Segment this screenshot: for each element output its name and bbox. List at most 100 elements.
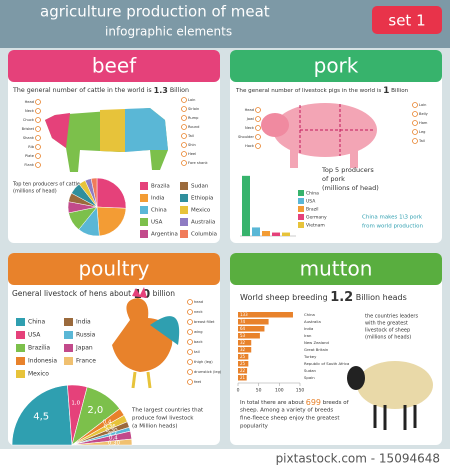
bar-label: 74 xyxy=(240,319,246,324)
fan-label: 0,4 xyxy=(103,419,112,425)
category-label: India xyxy=(304,326,313,331)
cow xyxy=(45,108,168,172)
lead: World sheep breeding 1.2 Billion heads xyxy=(240,290,407,305)
legend-label: China xyxy=(28,319,45,326)
cut-dot xyxy=(35,153,41,159)
legend-label: USA xyxy=(151,220,163,226)
lead-number: 1 xyxy=(383,86,389,96)
cut-dot xyxy=(181,151,187,157)
sheep-legs xyxy=(373,405,417,430)
lead-unit: billion xyxy=(150,289,175,298)
legend-swatch xyxy=(140,218,148,226)
rooster xyxy=(112,287,180,389)
bar xyxy=(238,354,249,360)
cut-label: Ham xyxy=(419,121,428,125)
legend-swatch xyxy=(180,230,188,238)
cut-label: Sirloin xyxy=(188,107,199,111)
text-line: China makes 1\3 pork xyxy=(362,215,423,221)
cut-label: tail xyxy=(194,350,200,354)
lead-number: 1.2 xyxy=(330,290,353,305)
legend-swatch xyxy=(16,318,25,326)
rooster-tail xyxy=(150,316,180,345)
rooster-legs xyxy=(131,371,152,389)
legend-swatch xyxy=(298,198,304,204)
cut-dot xyxy=(255,134,261,140)
cut-label: Loin xyxy=(188,98,195,102)
bar-label: 32 xyxy=(240,340,246,345)
pie-slice xyxy=(90,177,98,208)
legend-label: Germany xyxy=(306,215,327,221)
legend-swatch xyxy=(140,230,148,238)
cut-dot xyxy=(412,102,418,108)
fan-label: 2,0 xyxy=(87,405,103,416)
x-tick-label: 100 xyxy=(275,388,284,394)
legend-label: France xyxy=(76,358,96,365)
legend-swatch xyxy=(298,214,304,220)
pig-leg xyxy=(350,150,358,168)
sheep xyxy=(347,361,433,430)
cut-label: Hock xyxy=(245,144,255,148)
cut-dot xyxy=(187,309,193,315)
cut-label: Fore shank xyxy=(188,161,209,165)
sheep-body xyxy=(357,361,433,409)
text-line: (millions of heads) xyxy=(365,335,411,341)
note-part: breeds of xyxy=(321,400,350,406)
pig xyxy=(261,103,377,168)
lead-text: The general number of cattle in the worl… xyxy=(12,87,154,94)
fan-label: 0,4 xyxy=(109,436,118,442)
heading: poultry xyxy=(78,257,149,281)
cut-dot xyxy=(187,349,193,355)
legend-label: Argentina xyxy=(151,232,178,238)
text-line: with the greatest xyxy=(365,321,408,327)
legend-label: Japan xyxy=(75,345,93,352)
x-tick-label: 0 xyxy=(237,388,240,394)
legend-swatch xyxy=(16,357,25,365)
legend-swatch xyxy=(64,357,73,365)
bar xyxy=(238,340,252,346)
cut-label: Shank xyxy=(23,136,35,140)
footer: pixtastock.com - 15094648 xyxy=(276,452,440,466)
bar-label: 25 xyxy=(240,361,246,366)
legend-label: China xyxy=(151,208,167,214)
text-line: (millions of head) xyxy=(13,189,57,195)
legend-label: Brazilia xyxy=(28,345,50,352)
pig-head xyxy=(261,113,289,137)
lead-unit: Billion xyxy=(168,87,189,94)
legend-swatch xyxy=(298,190,304,196)
legend-swatch xyxy=(64,344,73,352)
bar xyxy=(238,347,252,353)
text-line: from world production xyxy=(362,224,423,230)
fan-label: 4,5 xyxy=(33,411,49,422)
cut-dot xyxy=(187,369,193,375)
text-line: Top ten producers of cattle xyxy=(12,182,80,188)
cut-dot xyxy=(412,138,418,144)
lead-number: 1.3 xyxy=(154,86,168,95)
bar xyxy=(238,375,247,381)
text-line: (millions of head) xyxy=(322,184,379,192)
fan-label: 0,30 xyxy=(105,428,118,434)
panel-header xyxy=(230,253,442,285)
legend-label: Russia xyxy=(76,332,96,339)
heading: pork xyxy=(314,54,359,78)
heading: beef xyxy=(92,54,137,78)
cut-label: Rib xyxy=(28,145,34,149)
cut-label: Chuck xyxy=(23,118,35,122)
cut-dot xyxy=(187,319,193,325)
fan-slice xyxy=(71,438,133,446)
cut-label: thigh (leg) xyxy=(194,360,213,364)
cut-dot xyxy=(181,133,187,139)
cut-label: Belly xyxy=(419,112,429,116)
lead: The general number of livestock pigs in … xyxy=(235,86,409,96)
legend-swatch xyxy=(16,331,25,339)
cut-label: feet xyxy=(194,380,202,384)
cut-label: Leg xyxy=(419,130,425,134)
cut-label: Plate xyxy=(25,154,35,158)
text-line: The largest countries that xyxy=(131,408,204,414)
text-line: produce fowl livestock xyxy=(132,416,194,422)
cut-label: breast fillet xyxy=(194,320,215,324)
cut-dot xyxy=(187,329,193,335)
note-line: popularity xyxy=(240,424,269,430)
cut-label: Tail xyxy=(187,134,194,138)
bar xyxy=(238,333,260,339)
legend-swatch xyxy=(16,370,25,378)
